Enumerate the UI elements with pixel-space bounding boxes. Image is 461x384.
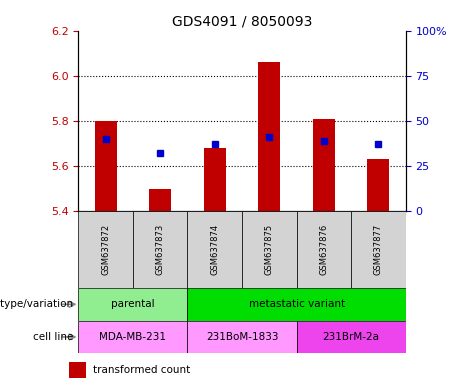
Text: cell line: cell line xyxy=(33,332,74,342)
Text: metastatic variant: metastatic variant xyxy=(248,299,345,310)
Bar xyxy=(69,362,86,378)
Text: transformed count: transformed count xyxy=(93,365,190,375)
Bar xyxy=(351,211,406,288)
Bar xyxy=(149,189,171,211)
Bar xyxy=(133,211,188,288)
Bar xyxy=(188,288,406,321)
Bar xyxy=(95,121,117,211)
Bar xyxy=(188,211,242,288)
Text: GSM637874: GSM637874 xyxy=(210,224,219,275)
Text: MDA-MB-231: MDA-MB-231 xyxy=(100,332,166,342)
Bar xyxy=(296,211,351,288)
Text: 231BoM-1833: 231BoM-1833 xyxy=(206,332,278,342)
Bar xyxy=(367,159,389,211)
Bar xyxy=(296,321,406,353)
Bar xyxy=(258,62,280,211)
Text: GSM637875: GSM637875 xyxy=(265,224,274,275)
Text: 231BrM-2a: 231BrM-2a xyxy=(323,332,379,342)
Bar xyxy=(188,321,296,353)
Text: GSM637872: GSM637872 xyxy=(101,224,110,275)
Text: GSM637873: GSM637873 xyxy=(156,224,165,275)
Bar xyxy=(78,321,188,353)
Bar xyxy=(78,211,133,288)
Title: GDS4091 / 8050093: GDS4091 / 8050093 xyxy=(172,14,312,28)
Bar xyxy=(78,288,188,321)
Bar xyxy=(313,119,335,211)
Bar xyxy=(242,211,296,288)
Text: GSM637877: GSM637877 xyxy=(374,224,383,275)
Bar xyxy=(204,148,226,211)
Text: GSM637876: GSM637876 xyxy=(319,224,328,275)
Text: parental: parental xyxy=(111,299,155,310)
Text: genotype/variation: genotype/variation xyxy=(0,299,74,310)
